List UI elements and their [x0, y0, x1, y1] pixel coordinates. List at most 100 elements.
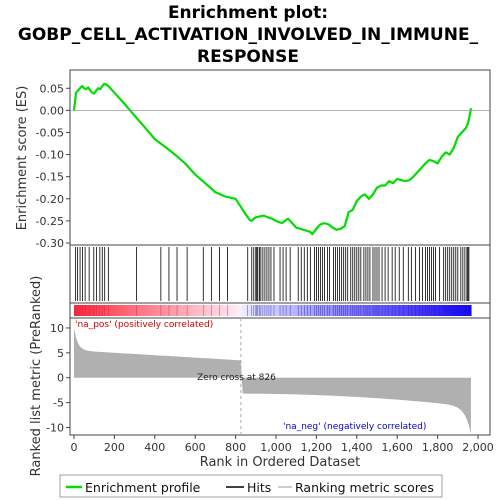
color-bar-segment [314, 305, 319, 316]
es-y-tick-label: 0.05 [40, 82, 65, 95]
color-bar-segment [142, 305, 146, 316]
color-bar-segment [385, 305, 390, 316]
x-tick-label: 1,400 [341, 441, 373, 454]
color-bar-segment [405, 305, 410, 316]
es-y-ticks: 0.05 0.00 -0.05 -0.10 -0.15 -0.20 -0.25 -0.30 [36, 82, 70, 250]
color-bar-segment [295, 305, 299, 316]
color-bar-segment [139, 305, 143, 316]
color-bar-segment [122, 305, 126, 316]
color-bar-segment [286, 305, 291, 316]
color-bar-segment [108, 305, 112, 316]
color-bar-segment [198, 305, 203, 316]
color-bar-segment [184, 305, 189, 316]
color-bar-segment [374, 305, 378, 316]
color-bar-segment [394, 305, 398, 316]
metric-y-tick-label: 5 [57, 347, 64, 360]
color-bar-segment [218, 305, 223, 316]
es-y-axis-label: Enrichment score (ES) [15, 86, 30, 231]
color-bar-segment [428, 305, 432, 316]
x-tick-label: 1,000 [260, 441, 292, 454]
x-axis-label: Rank in Ordered Dataset [200, 455, 361, 470]
color-bar-segment [232, 305, 237, 316]
color-bar-segment [161, 305, 166, 316]
color-bar-segment [329, 305, 333, 316]
es-y-tick-label: 0.00 [40, 104, 65, 117]
color-bar-segment [300, 305, 305, 316]
color-bar-segment [323, 305, 327, 316]
color-bar-segment [215, 305, 220, 316]
x-tick-label: 200 [104, 441, 125, 454]
legend-metric-label: Ranking metric scores [295, 480, 434, 495]
color-bar-segment [82, 305, 86, 316]
color-bar-segment [193, 305, 197, 316]
color-bar-segment [110, 305, 115, 316]
color-bar-segment [417, 305, 421, 316]
x-tick-label: 1,800 [422, 441, 454, 454]
x-tick-label: 800 [225, 441, 246, 454]
legend-hits-label: Hits [247, 480, 271, 495]
color-bar-segment [195, 305, 200, 316]
metric-y-tick-label: 0 [57, 372, 64, 385]
es-y-tick-label: -0.15 [36, 171, 64, 184]
color-bar-segment [363, 305, 367, 316]
es-y-tick-label: -0.10 [36, 149, 64, 162]
color-bar-segment [442, 305, 447, 316]
metric-y-axis-label: Ranked list metric (PreRanked) [29, 276, 44, 477]
color-bar-segment [402, 305, 407, 316]
x-tick-label: 2,000 [462, 441, 494, 454]
color-bar-segment [119, 305, 123, 316]
color-bar-segment [176, 305, 180, 316]
chart-title-line-3: RESPONSE [197, 47, 299, 67]
color-bar-segment [164, 305, 169, 316]
chart-title-line-2: GOBP_CELL_ACTIVATION_INVOLVED_IN_IMMUNE_ [18, 25, 479, 45]
color-bar-segment [181, 305, 186, 316]
color-bar-segment [252, 305, 257, 316]
es-panel [69, 69, 491, 246]
color-bar-segment [130, 305, 135, 316]
enrichment-profile-line [72, 82, 473, 236]
color-bar-segment [269, 305, 274, 316]
color-bar-segment [297, 305, 302, 316]
color-bar-segment [147, 305, 152, 316]
color-bar-segment [207, 305, 211, 316]
color-bar-segment [170, 305, 174, 316]
color-bar-segment [224, 305, 228, 316]
es-y-tick-label: -0.20 [36, 193, 64, 206]
color-bar-segment [400, 305, 404, 316]
color-bar-segment [88, 305, 92, 316]
color-bar-segment [266, 305, 271, 316]
color-bar-segment [167, 305, 171, 316]
color-bar-segment [312, 305, 316, 316]
neg-label: 'na_neg' (negatively correlated) [283, 422, 426, 432]
es-y-tick-label: -0.25 [36, 215, 64, 228]
color-bar-segment [468, 305, 472, 316]
color-bar-segment [105, 305, 109, 316]
metric-y-tick-label: 10 [50, 322, 64, 335]
color-bar-segment [431, 305, 435, 316]
color-bar-segment [156, 305, 160, 316]
color-bar-segment [317, 305, 322, 316]
color-bar-segment [383, 305, 387, 316]
zero-cross-label: Zero cross at 826 [197, 373, 276, 383]
color-bar-segment [241, 305, 245, 316]
color-bar-segment [150, 305, 154, 316]
color-bar-segment [456, 305, 461, 316]
es-y-tick-label: -0.30 [36, 237, 64, 250]
color-bar-segment [289, 305, 293, 316]
color-bar-segment [144, 305, 149, 316]
color-bar-segment [451, 305, 455, 316]
x-tick-label: 600 [185, 441, 206, 454]
color-bar-segment [354, 305, 359, 316]
color-bar-segment [334, 305, 339, 316]
color-bar-segment [360, 305, 364, 316]
color-bar-segment [419, 305, 424, 316]
color-bar-segment [133, 305, 137, 316]
legend-enrichment-label: Enrichment profile [85, 480, 201, 495]
x-ticks: 0 200 400 600 800 1,000 1,200 1,400 1,600 1,800 2,… [71, 435, 494, 454]
color-bar-segment [459, 305, 464, 316]
color-bar-segment [368, 305, 373, 316]
color-bar-segment [462, 305, 466, 316]
pos-label: 'na_pos' (positively correlated) [75, 320, 213, 330]
color-bar-segment [91, 305, 95, 316]
